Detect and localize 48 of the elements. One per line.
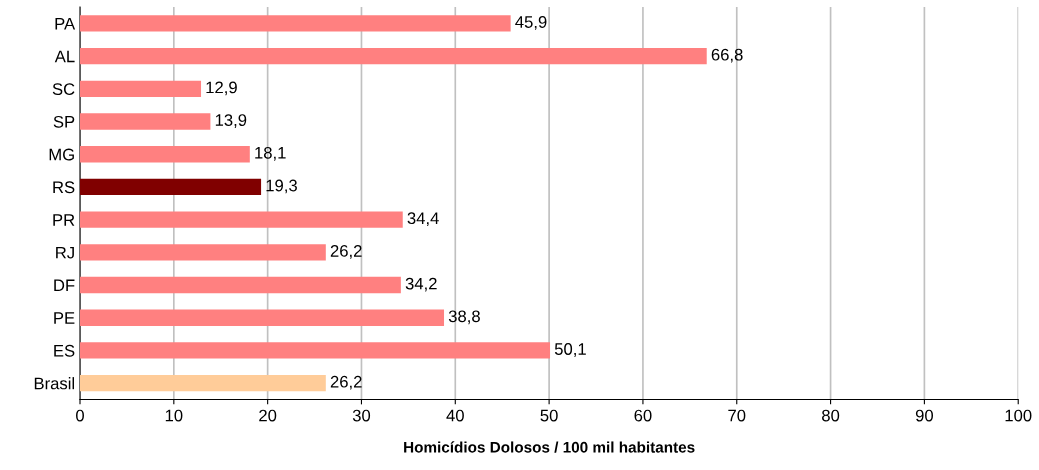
x-tick-label: 60 [634,409,652,422]
x-tick-label: 40 [446,409,464,422]
data-label: 50,1 [554,343,586,357]
x-tick-label: 20 [259,409,277,422]
data-label: 34,4 [407,212,439,227]
y-tick-label: SC [52,83,75,96]
bar [80,47,707,65]
data-label: 26,2 [330,375,362,390]
bar [80,342,551,359]
y-tick-label: PA [55,17,76,30]
data-label: 12,9 [206,81,237,96]
bar [80,244,326,261]
bar [80,374,326,392]
y-tick-label: SP [53,115,75,128]
bar [80,211,403,228]
y-tick-label: ES [54,344,75,357]
x-tick-label: 30 [352,409,371,422]
bar [80,146,250,163]
data-label: 18,1 [255,146,286,161]
x-tick-label: 80 [822,409,840,422]
y-tick-label: PE [54,312,75,324]
y-tick-label: PR [53,214,75,226]
y-tick-label: MG [49,148,74,161]
bar [80,178,262,196]
data-label: 45,9 [515,16,547,30]
x-tick-label: 10 [165,409,183,422]
y-tick-label: Brasil [34,377,75,390]
x-tick-label: 90 [915,409,934,422]
y-tick-label: DF [54,279,75,292]
bar [80,309,445,326]
x-tick-label: 100 [1005,409,1032,422]
x-tick-label: 0 [76,409,84,422]
bar [80,113,211,130]
y-tick-label: AL [54,50,75,63]
x-axis-title: Homicídios Dolosos / 100 mil habitantes [404,441,695,453]
data-label: 13,9 [215,114,247,128]
y-tick-label: RJ [56,246,74,259]
y-tick-label: RS [53,181,75,194]
data-label: 66,8 [711,48,743,63]
bar [80,15,511,32]
data-label: 34,2 [405,277,437,292]
bar [80,276,401,294]
data-label: 19,3 [266,179,297,194]
x-tick-label: 70 [728,409,746,422]
bar [80,80,202,97]
data-label: 38,8 [448,310,480,325]
data-label: 26,2 [330,245,362,259]
x-tick-label: 50 [540,409,558,422]
